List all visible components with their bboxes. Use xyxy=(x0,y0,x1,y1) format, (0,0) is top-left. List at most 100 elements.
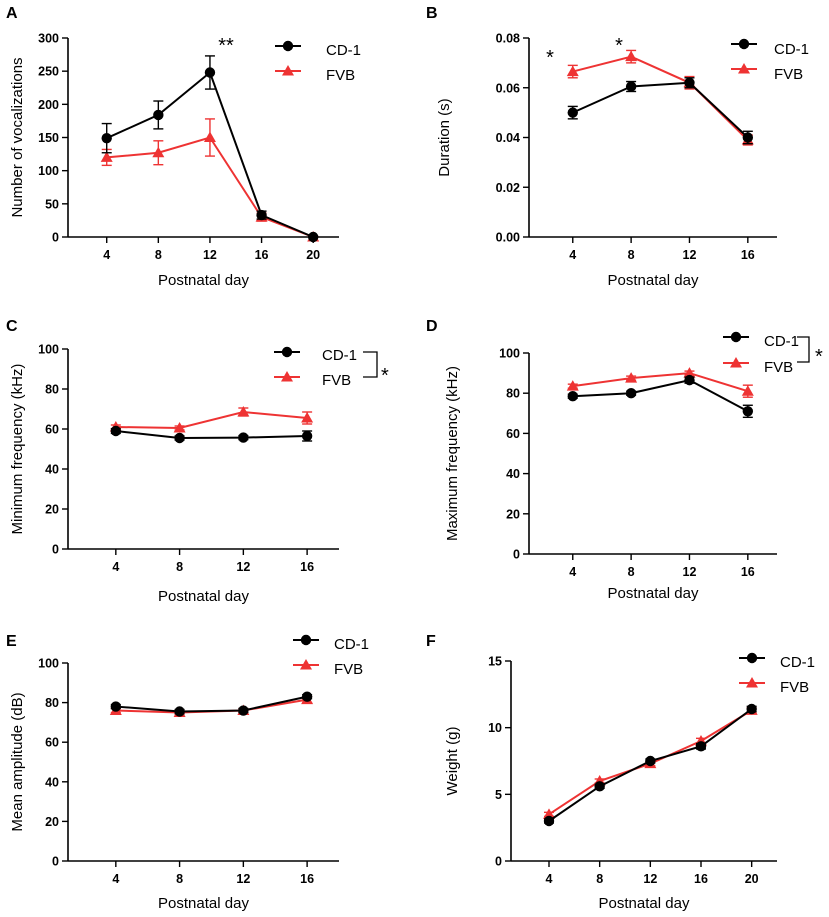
legend-label: CD-1 xyxy=(334,636,369,653)
legend-marker xyxy=(281,346,293,358)
data-point xyxy=(742,406,754,417)
y-axis-title: Weight (g) xyxy=(444,727,461,796)
data-point xyxy=(100,151,113,162)
legend-marker xyxy=(282,40,294,52)
data-point xyxy=(307,231,319,243)
data-point xyxy=(174,706,185,717)
series-line xyxy=(115,410,308,430)
series-line xyxy=(115,695,308,713)
data-point xyxy=(543,808,555,819)
x-tick-label: 8 xyxy=(176,872,183,886)
x-axis-title: Postnatal day xyxy=(599,895,690,912)
data-point xyxy=(742,132,754,143)
series-fvb xyxy=(109,693,314,717)
y-tick-label: 0 xyxy=(52,543,59,557)
series-line xyxy=(572,379,749,413)
x-tick-label: 8 xyxy=(596,872,603,886)
panel-c: C 0 20 40 60 80 100 4 8 12 16 Postnatal day Minimum … xyxy=(6,318,389,605)
x-tick-label: 4 xyxy=(569,248,576,262)
y-tick-label: 100 xyxy=(499,347,520,361)
y-tick-label: 0.02 xyxy=(496,181,520,195)
data-point xyxy=(174,432,185,444)
legend-marker xyxy=(300,659,312,670)
y-tick-label: 0.06 xyxy=(496,81,520,95)
y-tick-label: 0.00 xyxy=(496,231,520,245)
y-tick-label: 80 xyxy=(506,387,520,401)
series-fvb xyxy=(566,49,754,146)
data-point xyxy=(625,81,637,92)
y-tick-label: 80 xyxy=(45,383,59,397)
legend: CD-1 FVB xyxy=(293,634,369,678)
series-cd1 xyxy=(567,77,754,145)
legend-label: CD-1 xyxy=(322,347,357,364)
y-axis-title: Mean amplitude (dB) xyxy=(9,692,26,831)
legend-label: CD-1 xyxy=(764,333,799,350)
data-point xyxy=(152,146,165,158)
data-point xyxy=(684,374,695,386)
data-point xyxy=(567,391,578,402)
y-tick-label: 40 xyxy=(45,463,59,477)
legend-label: FVB xyxy=(774,66,803,83)
y-tick-label: 0 xyxy=(52,231,59,245)
y-tick-label: 20 xyxy=(506,507,520,521)
legend-marker xyxy=(282,65,294,76)
x-tick-label: 8 xyxy=(628,248,635,262)
panel-letter: F xyxy=(426,633,436,650)
x-tick-label: 20 xyxy=(745,872,759,886)
y-tick-label: 20 xyxy=(45,503,59,517)
legend: CD-1 FVB xyxy=(275,40,361,84)
y-tick-label: 15 xyxy=(488,655,502,669)
data-point xyxy=(153,109,164,121)
series-line xyxy=(572,372,749,393)
legend-label: FVB xyxy=(322,372,351,389)
x-axis-title: Postnatal day xyxy=(158,272,249,289)
x-tick-label: 16 xyxy=(255,248,269,262)
legend-label: FVB xyxy=(764,359,793,376)
data-point xyxy=(173,422,186,433)
y-tick-label: 50 xyxy=(45,197,59,211)
data-point xyxy=(625,372,638,383)
legend-label: FVB xyxy=(334,661,363,678)
y-tick-label: 200 xyxy=(38,98,59,112)
data-point xyxy=(695,741,707,752)
y-tick-label: 300 xyxy=(38,32,59,46)
data-point xyxy=(238,432,249,443)
significance-marker: * xyxy=(546,47,554,69)
x-axis-title: Postnatal day xyxy=(608,585,699,602)
legend: CD-1 FVB xyxy=(274,346,357,389)
series-cd1 xyxy=(110,425,313,444)
y-tick-label: 40 xyxy=(45,775,59,789)
x-tick-label: 4 xyxy=(546,872,553,886)
x-tick-label: 12 xyxy=(683,565,697,579)
series-line xyxy=(572,81,749,139)
y-tick-label: 150 xyxy=(38,131,59,145)
panel-e: E 0 20 40 60 80 100 4 8 12 16 Postnatal day Mean amp… xyxy=(6,633,369,912)
legend-marker xyxy=(746,652,758,664)
data-point xyxy=(110,425,122,437)
legend-marker xyxy=(730,357,742,368)
data-point xyxy=(301,691,313,702)
panel-f: F 0 5 10 15 4 8 12 16 20 Postnatal day Weight (g) CD… xyxy=(426,633,815,912)
y-tick-label: 0 xyxy=(495,855,502,869)
x-tick-label: 4 xyxy=(112,560,119,574)
x-tick-label: 16 xyxy=(300,872,314,886)
significance-marker: * xyxy=(381,365,389,387)
y-tick-label: 250 xyxy=(38,65,59,79)
x-tick-label: 12 xyxy=(683,248,697,262)
y-tick-label: 0.08 xyxy=(496,32,520,46)
legend-label: CD-1 xyxy=(774,41,809,58)
x-tick-label: 8 xyxy=(628,565,635,579)
panel-letter: E xyxy=(6,633,17,650)
data-point xyxy=(301,412,314,423)
y-axis-title: Maximum frequency (kHz) xyxy=(444,366,461,541)
panel-letter: B xyxy=(426,5,438,22)
legend-marker xyxy=(738,38,750,50)
panel-b: B 0.00 0.02 0.04 0.06 0.08 4 8 12 16 Postnatal day… xyxy=(426,5,809,289)
y-axis-title: Number of vocalizations xyxy=(9,57,26,217)
panel-letter: C xyxy=(6,318,18,335)
data-point xyxy=(741,385,754,396)
legend: CD-1 FVB xyxy=(723,331,799,376)
x-tick-label: 12 xyxy=(643,872,657,886)
series-fvb xyxy=(100,118,320,242)
data-point xyxy=(204,67,216,78)
